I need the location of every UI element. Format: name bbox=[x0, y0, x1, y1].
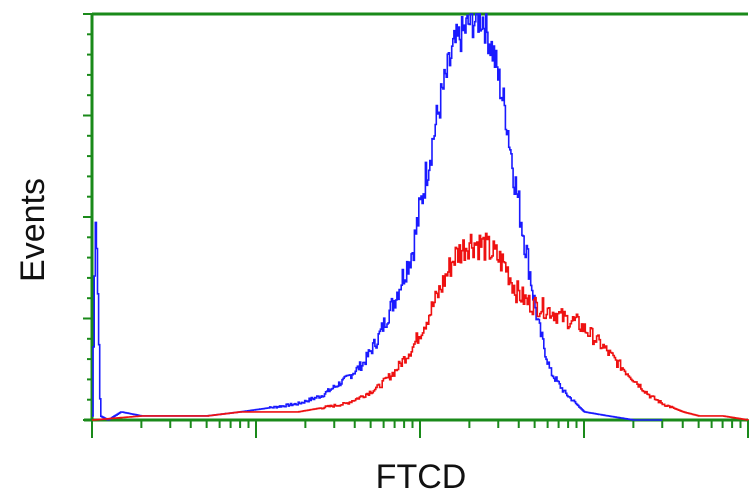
series-2 bbox=[92, 232, 749, 421]
x-axis-label: FTCD bbox=[376, 458, 467, 496]
y-axis-label: Events bbox=[14, 178, 52, 282]
series-1 bbox=[92, 13, 663, 421]
series-1-line bbox=[92, 13, 663, 421]
series-2-line bbox=[92, 232, 749, 421]
series-group bbox=[92, 13, 749, 421]
axes bbox=[83, 12, 749, 438]
